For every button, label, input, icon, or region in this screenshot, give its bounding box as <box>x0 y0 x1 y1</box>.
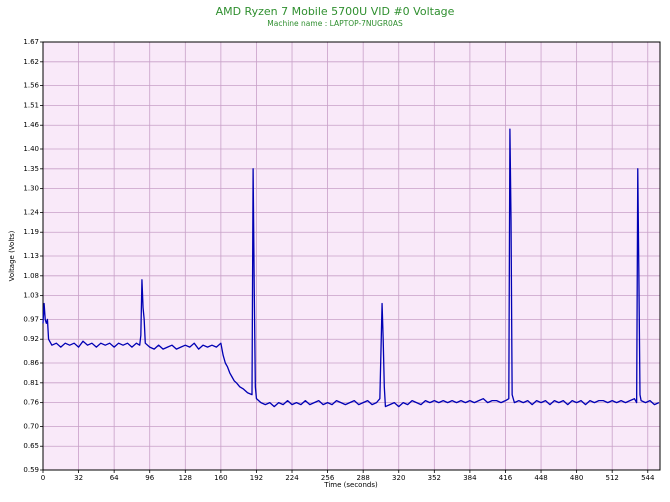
x-tick-label: 448 <box>534 474 547 482</box>
y-tick-label: 1.40 <box>23 145 39 153</box>
y-tick-label: 1.30 <box>23 185 39 193</box>
chart-subtitle: Machine name : LAPTOP-7NUGR0AS <box>267 19 403 28</box>
x-tick-label: 160 <box>214 474 227 482</box>
y-tick-label: 1.46 <box>23 121 39 129</box>
x-tick-label: 32 <box>74 474 83 482</box>
y-tick-label: 0.65 <box>23 442 39 450</box>
x-tick-label: 192 <box>250 474 263 482</box>
y-tick-label: 1.19 <box>23 228 39 236</box>
x-tick-label: 96 <box>145 474 154 482</box>
y-tick-label: 1.35 <box>23 165 39 173</box>
x-tick-label: 320 <box>392 474 405 482</box>
y-axis-title: Voltage (Volts) <box>8 230 16 281</box>
x-tick-label: 0 <box>41 474 45 482</box>
x-tick-label: 512 <box>606 474 619 482</box>
x-axis-title: Time (seconds) <box>323 481 378 489</box>
y-tick-label: 1.08 <box>23 272 39 280</box>
y-tick-label: 1.13 <box>23 252 39 260</box>
y-tick-label: 0.86 <box>23 359 39 367</box>
x-tick-label: 544 <box>641 474 655 482</box>
x-tick-label: 256 <box>321 474 335 482</box>
y-tick-label: 1.51 <box>23 101 39 109</box>
x-tick-label: 224 <box>285 474 299 482</box>
x-tick-label: 128 <box>179 474 192 482</box>
x-tick-label: 64 <box>110 474 119 482</box>
y-tick-label: 0.59 <box>23 466 39 474</box>
y-tick-label: 0.97 <box>23 315 39 323</box>
data-line <box>42 128 660 408</box>
y-tick-label: 0.76 <box>23 399 39 407</box>
plot-border <box>42 41 661 471</box>
x-tick-label: 384 <box>463 474 477 482</box>
y-tick-label: 0.92 <box>23 335 39 343</box>
y-tick-label: 1.24 <box>23 208 39 216</box>
y-tick-label: 1.56 <box>23 82 39 90</box>
x-tick-label: 288 <box>356 474 369 482</box>
y-tick-label: 0.81 <box>23 379 39 387</box>
x-tick-label: 416 <box>499 474 513 482</box>
y-tick-label: 0.70 <box>23 422 39 430</box>
x-tick-label: 480 <box>570 474 583 482</box>
chart-title: AMD Ryzen 7 Mobile 5700U VID #0 Voltage <box>216 5 455 18</box>
y-tick-label: 1.62 <box>23 58 39 66</box>
y-tick-label: 1.03 <box>23 292 39 300</box>
y-tick-label: 1.67 <box>23 38 39 46</box>
x-tick-label: 352 <box>428 474 441 482</box>
